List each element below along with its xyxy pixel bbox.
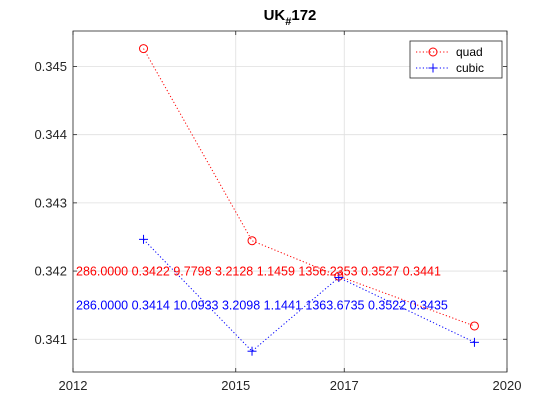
annotation-text-1: 286.0000 0.3422 9.7798 3.2128 1.1459 135… (76, 265, 441, 279)
y-tick-label: 0.343 (34, 195, 67, 210)
data-point-quad (139, 44, 149, 54)
y-tick-label: 0.342 (34, 264, 67, 279)
legend-box (409, 40, 503, 79)
legend: quad cubic (409, 40, 503, 79)
data-point-quad (247, 236, 257, 246)
data-point-cubic (139, 234, 149, 244)
legend-entry-quad: quad (416, 45, 483, 59)
legend-marker-cubic (428, 63, 438, 73)
legend-entry-cubic: cubic (416, 61, 484, 75)
x-tick-label: 2020 (493, 378, 522, 393)
plot-frame (72, 30, 508, 373)
y-tick-label: 0.344 (34, 127, 67, 142)
x-tick-label: 2017 (330, 378, 359, 393)
axes: 2012 2015 2017 2020 0.341 0.342 0.343 0.344 0.34… (34, 31, 521, 393)
y-tick-label: 0.345 (34, 59, 67, 74)
annotations: 286.0000 0.3422 9.7798 3.2128 1.1459 135… (76, 265, 448, 313)
data-point-cubic (334, 273, 344, 283)
chart-title-suffix: 172 (291, 7, 316, 24)
y-tick-label: 0.341 (34, 332, 67, 347)
chart-title: UK#172 (264, 7, 317, 28)
chart-title-subscript: # (285, 16, 291, 28)
series-layer (139, 44, 479, 356)
legend-label-cubic: cubic (456, 61, 484, 75)
x-tick-label: 2015 (221, 378, 250, 393)
series-cubic (139, 234, 479, 356)
annotation-text-2: 286.0000 0.3414 10.0933 3.2098 1.1441 13… (76, 299, 448, 313)
legend-marker-quad (428, 47, 438, 57)
chart-title-main: UK (264, 7, 286, 24)
legend-label-quad: quad (456, 45, 483, 59)
data-point-quad (469, 321, 479, 331)
data-point-cubic (469, 337, 479, 347)
x-tick-label: 2012 (59, 378, 88, 393)
plot-area (73, 31, 507, 372)
series-quad (139, 44, 479, 331)
data-point-cubic (247, 346, 257, 356)
